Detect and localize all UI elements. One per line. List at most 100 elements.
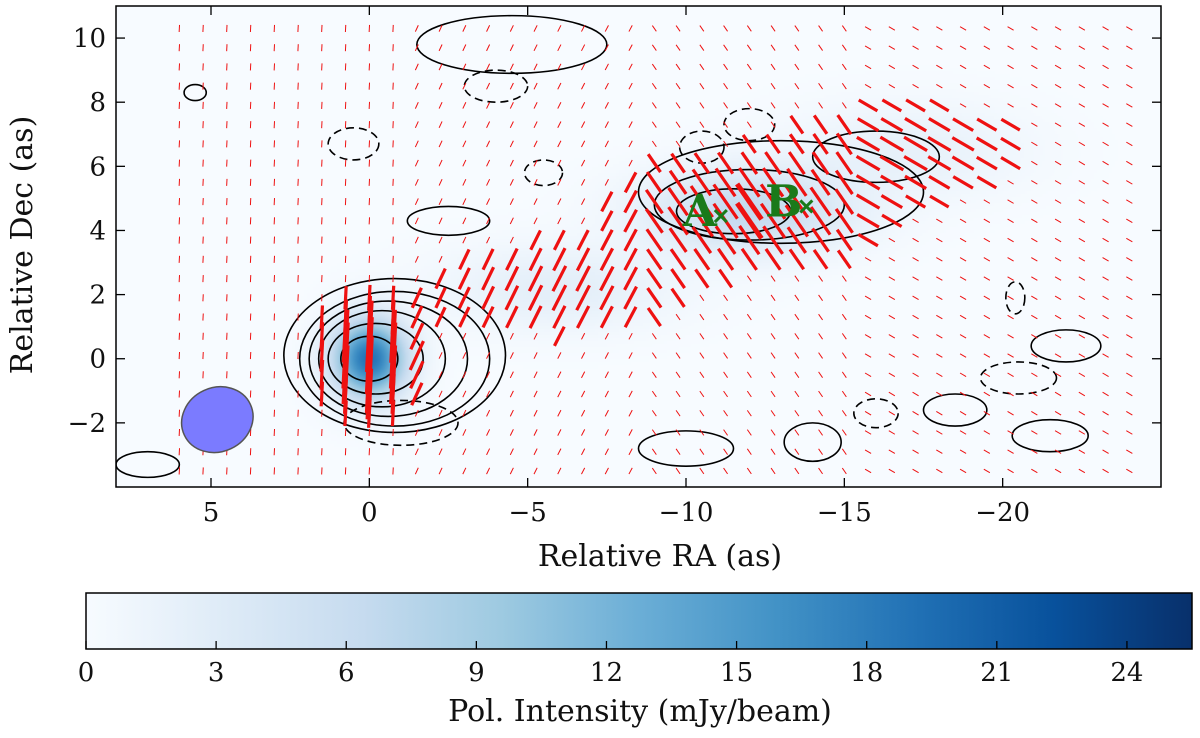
- polarization-vector: [1126, 411, 1133, 416]
- colorbar-tick-label: 6: [338, 658, 355, 688]
- polarization-vector: [699, 82, 705, 90]
- polarization-vector: [723, 44, 728, 51]
- polarization-vector: [462, 63, 467, 71]
- polarization-vector: [509, 467, 514, 475]
- polarization-vector: [675, 63, 681, 71]
- polarization-vector: [741, 134, 757, 154]
- polarization-vector: [1078, 276, 1086, 281]
- polarization-vector: [557, 159, 562, 167]
- polarization-vector: [912, 391, 919, 397]
- polarization-vector: [581, 63, 586, 71]
- polarization-vector: [959, 237, 967, 243]
- polarization-vector: [533, 82, 538, 90]
- polarization-vector: [716, 247, 735, 271]
- polarization-vector: [888, 276, 896, 281]
- polarization-vector: [504, 285, 520, 311]
- polarization-vector: [553, 325, 566, 347]
- polarization-vector: [1102, 372, 1109, 377]
- polarization-vector: [623, 266, 639, 291]
- polarization-vector: [880, 117, 904, 133]
- polarization-vector: [1054, 430, 1062, 435]
- polarization-vector: [1054, 180, 1062, 185]
- polarization-vector: [836, 114, 853, 136]
- polarization-vector: [699, 140, 705, 148]
- polarization-vector: [952, 117, 974, 132]
- polarization-vector: [841, 294, 847, 301]
- polarization-vector: [462, 409, 467, 417]
- y-ticks: −2 0 2 4 6 8 10: [68, 24, 1161, 439]
- polarization-vector: [836, 249, 852, 270]
- polarization-vector: [414, 102, 419, 109]
- polarization-vector: [1102, 83, 1109, 89]
- polarization-vector: [864, 83, 872, 89]
- polarization-vector: [699, 313, 705, 321]
- polarization-vector: [746, 371, 752, 378]
- polarization-vector: [983, 276, 991, 281]
- polarization-vector: [581, 352, 586, 359]
- polarization-vector: [912, 45, 919, 50]
- polarization-vector: [1007, 411, 1014, 416]
- polarization-vector: [414, 44, 419, 52]
- polarization-vector: [841, 102, 847, 109]
- polarization-vector: [458, 306, 471, 328]
- polarization-vector: [1054, 257, 1062, 262]
- polarization-vector: [735, 182, 764, 221]
- polarization-vector: [509, 198, 514, 205]
- polarization-vector: [759, 202, 787, 239]
- polarization-vector: [864, 295, 872, 301]
- polarization-vector: [557, 25, 562, 32]
- polarization-vector: [1078, 411, 1086, 416]
- polarization-vector: [959, 64, 967, 70]
- polarization-vector: [1007, 64, 1014, 70]
- polarization-vector: [693, 248, 711, 271]
- colorbar: 0 3 6 9 12 15 18 21 24 Pol. Intensity (mJy/beam): [78, 592, 1193, 729]
- polarization-vector: [581, 429, 586, 436]
- polarization-vector: [746, 44, 752, 51]
- polarization-vector: [794, 102, 800, 109]
- negative-contour: [1005, 280, 1026, 315]
- polarization-vector: [912, 430, 919, 435]
- polarization-vector: [462, 352, 467, 359]
- polarization-vector: [1102, 295, 1109, 301]
- polarization-vector: [533, 429, 538, 436]
- polarization-vector: [905, 98, 926, 113]
- polarization-vector: [1054, 334, 1062, 339]
- polarization-vector: [841, 63, 847, 71]
- contour: [308, 300, 469, 418]
- polarization-vector: [462, 198, 467, 205]
- polarization-vector: [533, 352, 538, 359]
- polarization-vector: [533, 140, 538, 148]
- polarization-vector: [457, 267, 471, 290]
- x-tick-label: −5: [509, 498, 547, 528]
- polarization-vector: [1102, 468, 1109, 474]
- polarization-vector: [557, 409, 562, 417]
- polarization-vector: [983, 64, 991, 70]
- polarization-vector: [505, 305, 519, 329]
- polarization-vector: [717, 151, 735, 175]
- polarization-vector: [723, 390, 728, 398]
- polarization-vector: [557, 371, 562, 379]
- polarization-vector: [581, 198, 586, 205]
- polarization-vector: [1078, 449, 1086, 454]
- polarization-vector: [1078, 334, 1086, 339]
- polarization-vector: [628, 371, 633, 379]
- polarization-vector: [855, 155, 881, 172]
- negative-contour: [723, 107, 776, 142]
- polarization-vector: [651, 63, 657, 71]
- marker-a: A: [682, 186, 728, 237]
- polarization-vector: [983, 218, 991, 224]
- polarization-vector: [462, 371, 467, 379]
- polarization-vector: [983, 103, 991, 108]
- polarization-vector: [486, 121, 491, 129]
- polarization-vector: [841, 44, 847, 51]
- polarization-vector: [811, 227, 830, 253]
- polarization-vector: [788, 133, 805, 155]
- polarization-vector: [1078, 141, 1086, 147]
- polarization-vector: [928, 175, 951, 190]
- polarization-vector: [675, 448, 681, 455]
- polarization-vector: [486, 63, 491, 71]
- polarization-vector: [486, 159, 491, 167]
- polarization-vector: [581, 102, 586, 109]
- polarization-vector: [434, 287, 447, 309]
- polarization-vector: [675, 313, 681, 321]
